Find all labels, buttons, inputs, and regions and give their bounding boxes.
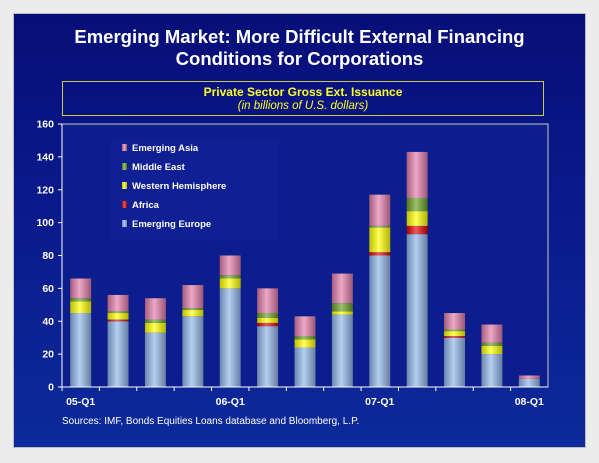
title-line-2: Conditions for Corporations: [175, 48, 424, 69]
y-tick-label: 0: [48, 382, 54, 394]
subtitle-line-1: Private Sector Gross Ext. Issuance: [203, 85, 403, 99]
legend-label-western-hemisphere: Western Hemisphere: [132, 181, 226, 192]
bar-middle-east-06-q3: [294, 336, 316, 340]
bar-western-hemisphere-06-q3: [294, 339, 316, 348]
bar-middle-east-07-q4: [481, 342, 503, 346]
y-tick-label: 40: [42, 316, 54, 328]
bar-middle-east-05-q3: [144, 319, 166, 323]
y-tick-label: 140: [36, 151, 54, 163]
bar-emerging-asia-06-q4: [331, 273, 353, 304]
bar-western-hemisphere-06-q1: [219, 278, 241, 289]
bar-africa-06-q2: [257, 322, 279, 327]
title-line-1: Emerging Market: More Difficult External…: [74, 26, 525, 47]
y-tick-label: 60: [42, 283, 54, 295]
legend-swatch-africa: [122, 201, 127, 208]
legend-swatch-middle-east: [122, 163, 127, 170]
bar-emerging-asia-06-q1: [219, 255, 241, 276]
y-tick-label: 80: [42, 250, 54, 262]
bar-emerging-asia-06-q3: [294, 316, 316, 337]
bar-emerging-europe-06-q4: [331, 314, 353, 387]
legend-swatch-emerging-europe: [122, 220, 127, 227]
x-tick-label: 07-Q1: [365, 396, 394, 408]
legend-box: [110, 140, 278, 240]
bar-western-hemisphere-05-q1: [70, 301, 92, 314]
bar-middle-east-07-q1: [369, 225, 391, 228]
bar-emerging-asia-05-q3: [144, 298, 166, 320]
bar-middle-east-05-q1: [70, 298, 92, 302]
legend-swatch-western-hemisphere: [122, 182, 127, 189]
bar-emerging-europe-07-q4: [481, 354, 503, 388]
bar-western-hemisphere-06-q2: [257, 317, 279, 323]
bar-middle-east-07-q3: [444, 329, 466, 332]
y-tick-label: 160: [36, 119, 54, 131]
source-note: Sources: IMF, Bonds Equities Loans datab…: [62, 416, 360, 427]
bar-western-hemisphere-07-q4: [481, 345, 503, 355]
legend: Emerging Asia Middle East Western Hemisphe…: [110, 140, 278, 240]
x-tick-label: 08-Q1: [515, 396, 544, 408]
bar-middle-east-05-q4: [182, 308, 204, 310]
y-tick-label: 100: [36, 217, 54, 229]
bar-africa-05-q2: [107, 319, 129, 322]
bar-africa-07-q3: [444, 336, 466, 338]
bar-emerging-europe-07-q3: [444, 337, 466, 387]
bar-emerging-europe-06-q2: [257, 326, 279, 387]
bar-emerging-europe-07-q1: [369, 255, 391, 387]
bar-emerging-asia-05-q1: [70, 278, 92, 299]
bar-emerging-europe-06-q1: [219, 288, 241, 388]
legend-label-africa: Africa: [132, 200, 160, 211]
bar-middle-east-07-q2: [406, 197, 428, 212]
bar-middle-east-06-q2: [257, 313, 279, 318]
legend-label-emerging-asia: Emerging Asia: [132, 143, 199, 154]
bar-africa-07-q2: [406, 225, 428, 235]
bar-emerging-europe-05-q2: [107, 321, 129, 387]
bar-emerging-europe-07-q2: [406, 234, 428, 387]
y-tick-label: 120: [36, 184, 54, 196]
bars-group: [70, 151, 540, 388]
bar-middle-east-05-q2: [107, 311, 129, 314]
legend-label-emerging-europe: Emerging Europe: [132, 219, 211, 230]
bar-middle-east-06-q1: [219, 275, 241, 279]
axes-group: 0 20 40 60 80 100 120 140 160 05-Q1 06-Q1 07-Q1 08-Q…: [36, 119, 548, 408]
bar-emerging-asia-07-q2: [406, 151, 428, 198]
legend-label-middle-east: Middle East: [132, 162, 186, 173]
chart-title: Emerging Market: More Difficult External…: [14, 26, 585, 70]
bar-emerging-asia-07-q3: [444, 313, 466, 330]
chart-canvas: 0 20 40 60 80 100 120 140 160 05-Q1 06-Q1 07-Q1 08-Q…: [36, 119, 549, 408]
bar-emerging-asia-05-q4: [182, 285, 204, 309]
bar-emerging-asia-08-q1: [518, 375, 540, 379]
x-tick-label: 06-Q1: [216, 396, 245, 408]
bar-africa-07-q1: [369, 252, 391, 256]
slide: Emerging Market: More Difficult External…: [14, 14, 585, 447]
bar-western-hemisphere-07-q1: [369, 227, 391, 253]
subtitle-box: Private Sector Gross Ext. Issuance (in b…: [62, 81, 544, 116]
bar-western-hemisphere-07-q3: [444, 331, 466, 337]
bar-middle-east-06-q4: [331, 303, 353, 312]
bar-emerging-europe-05-q1: [70, 313, 92, 387]
bar-emerging-asia-07-q1: [369, 194, 391, 226]
legend-swatch-emerging-asia: [122, 144, 127, 151]
bar-western-hemisphere-07-q2: [406, 211, 428, 226]
bar-emerging-asia-06-q2: [257, 288, 279, 314]
bar-emerging-europe-05-q3: [144, 332, 166, 387]
bar-emerging-asia-05-q2: [107, 294, 129, 312]
bar-emerging-europe-06-q3: [294, 347, 316, 387]
y-tick-label: 20: [42, 349, 54, 361]
subtitle-line-2: (in billions of U.S. dollars): [237, 100, 369, 112]
bar-emerging-asia-07-q4: [481, 324, 503, 343]
bar-western-hemisphere-05-q3: [144, 322, 166, 333]
bar-western-hemisphere-05-q2: [107, 313, 129, 320]
bar-western-hemisphere-06-q4: [331, 311, 353, 315]
bar-emerging-europe-05-q4: [182, 316, 204, 387]
bar-western-hemisphere-05-q4: [182, 309, 204, 317]
bar-emerging-europe-08-q1: [518, 378, 540, 387]
x-tick-label: 05-Q1: [66, 396, 95, 408]
